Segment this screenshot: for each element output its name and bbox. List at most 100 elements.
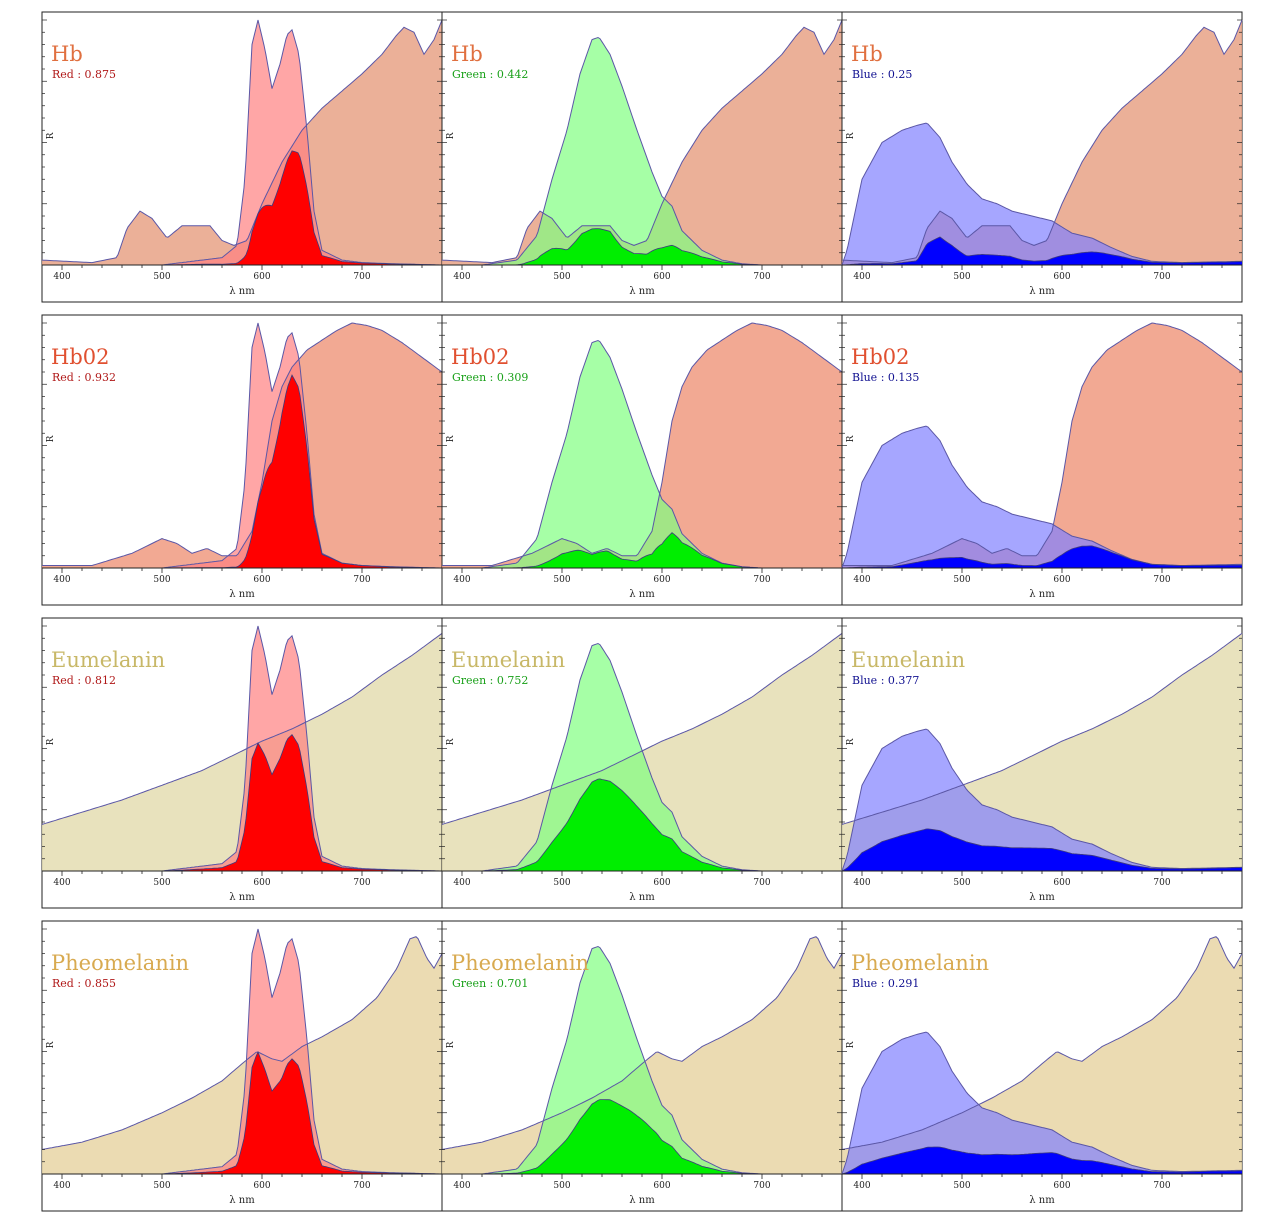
blue-band-area — [842, 1032, 1242, 1174]
pigment-reflectance-line — [41, 19, 443, 264]
x-tick-label: 700 — [1153, 272, 1170, 282]
pigment-name: Eumelanin — [51, 648, 165, 672]
blue-weighted-line — [841, 236, 1243, 266]
channel-score: Green : 0.442 — [452, 68, 528, 81]
x-tick-label: 400 — [453, 575, 470, 585]
x-tick-label: 500 — [953, 575, 970, 585]
x-tick-label: 400 — [453, 272, 470, 282]
y-axis-label: R — [46, 132, 56, 139]
red-band-area — [42, 626, 442, 871]
x-tick-label: 500 — [153, 1181, 170, 1191]
x-tick-label: 700 — [753, 1181, 770, 1191]
x-tick-label: 400 — [53, 575, 70, 585]
pigment-reflectance-area — [42, 20, 442, 265]
spectrum-panel-pheomelanin-blue: 400 500 600 700 λ nm R Pheomelanin Blue : 0.291 — [841, 920, 1243, 1212]
x-tick-label: 600 — [653, 272, 670, 282]
spectrum-panel-hb02-blue: 400 500 600 700 λ nm R Hb02 Blue : 0.135 — [841, 314, 1243, 606]
blue-weighted-reflectance-area — [842, 1147, 1242, 1174]
red-band-area — [42, 929, 442, 1174]
spectrum-panel-eumelanin-red: 400 500 600 700 λ nm R Eumelanin Red : 0.812 — [41, 617, 443, 909]
green-weighted-reflectance-area — [442, 1099, 842, 1174]
red-weighted-reflectance-area — [42, 734, 442, 871]
x-tick-label: 400 — [453, 1181, 470, 1191]
channel-score: Green : 0.309 — [452, 371, 528, 384]
blue-weighted-reflectance-area — [842, 545, 1242, 568]
x-tick-label: 500 — [553, 272, 570, 282]
blue-band-area — [842, 123, 1242, 265]
pigment-name: Hb — [51, 42, 83, 66]
y-axis-label: R — [446, 738, 456, 745]
green-band-area — [442, 643, 842, 871]
y-axis-label: R — [846, 738, 856, 745]
y-axis-label: R — [446, 435, 456, 442]
x-tick-label: 600 — [1053, 1181, 1070, 1191]
x-tick-label: 700 — [353, 272, 370, 282]
pigment-reflectance-area — [842, 20, 1242, 265]
x-tick-label: 600 — [253, 878, 270, 888]
pigment-name: Eumelanin — [851, 648, 965, 672]
pigment-name: Pheomelanin — [851, 951, 989, 975]
pigment-reflectance-line — [441, 936, 843, 1150]
x-tick-label: 400 — [53, 1181, 70, 1191]
channel-score: Blue : 0.135 — [852, 371, 919, 384]
pigment-reflectance-line — [841, 632, 1243, 825]
x-axis-label: λ nm — [229, 892, 255, 903]
pigment-reflectance-area — [442, 20, 842, 265]
x-tick-label: 600 — [1053, 272, 1070, 282]
y-axis-label: R — [846, 435, 856, 442]
pigment-reflectance-line — [41, 632, 443, 825]
x-tick-label: 600 — [253, 1181, 270, 1191]
x-tick-label: 400 — [853, 575, 870, 585]
x-tick-label: 400 — [53, 272, 70, 282]
x-tick-label: 600 — [253, 272, 270, 282]
pigment-reflectance-area — [442, 323, 842, 568]
y-axis-label: R — [46, 738, 56, 745]
x-axis-label: λ nm — [1029, 1195, 1055, 1206]
x-tick-label: 600 — [653, 1181, 670, 1191]
x-tick-label: 400 — [53, 878, 70, 888]
spectrum-panel-pheomelanin-red: 400 500 600 700 λ nm R Pheomelanin Red : 0.855 — [41, 920, 443, 1212]
x-tick-label: 600 — [653, 575, 670, 585]
blue-band-line — [841, 1031, 1243, 1175]
x-tick-label: 700 — [1153, 878, 1170, 888]
pigment-reflectance-area — [842, 936, 1242, 1174]
x-tick-label: 500 — [153, 878, 170, 888]
red-band-area — [42, 20, 442, 265]
y-axis-label: R — [446, 1041, 456, 1048]
y-axis-label: R — [846, 1041, 856, 1048]
pigment-reflectance-area — [842, 323, 1242, 568]
blue-weighted-reflectance-area — [842, 828, 1242, 871]
green-band-area — [442, 37, 842, 265]
spectrum-panel-hb-blue: 400 500 600 700 λ nm R Hb Blue : 0.25 — [841, 11, 1243, 303]
x-axis-label: λ nm — [229, 286, 255, 297]
blue-weighted-line — [841, 1146, 1243, 1175]
red-weighted-reflectance-area — [42, 1052, 442, 1174]
x-tick-label: 500 — [153, 575, 170, 585]
blue-band-line — [841, 728, 1243, 872]
green-weighted-reflectance-area — [442, 228, 842, 265]
x-tick-label: 700 — [353, 878, 370, 888]
pigment-reflectance-area — [442, 936, 842, 1174]
y-axis-label: R — [846, 132, 856, 139]
x-tick-label: 500 — [153, 272, 170, 282]
pigment-name: Hb — [851, 42, 883, 66]
x-tick-label: 400 — [453, 878, 470, 888]
x-tick-label: 600 — [253, 575, 270, 585]
spectrum-panel-eumelanin-green: 400 500 600 700 λ nm R Eumelanin Green : 0.752 — [441, 617, 843, 909]
spectrum-panel-eumelanin-blue: 400 500 600 700 λ nm R Eumelanin Blue : 0.377 — [841, 617, 1243, 909]
pigment-name: Hb02 — [451, 345, 509, 369]
x-tick-label: 400 — [853, 878, 870, 888]
pigment-reflectance-line — [42, 322, 443, 566]
blue-weighted-line — [841, 545, 1242, 569]
x-axis-label: λ nm — [229, 589, 255, 600]
green-weighted-reflectance-area — [442, 532, 842, 568]
pigment-reflectance-line — [841, 936, 1243, 1150]
x-tick-label: 500 — [553, 1181, 570, 1191]
x-tick-label: 500 — [953, 272, 970, 282]
x-tick-label: 400 — [853, 1181, 870, 1191]
spectrum-panel-hb-red: 400 500 600 700 λ nm R Hb Red : 0.875 — [41, 11, 443, 303]
pigment-name: Hb02 — [51, 345, 109, 369]
y-axis-label: R — [46, 435, 56, 442]
spectrum-panel-hb-green: 400 500 600 700 λ nm R Hb Green : 0.442 — [441, 11, 843, 303]
x-tick-label: 700 — [753, 272, 770, 282]
